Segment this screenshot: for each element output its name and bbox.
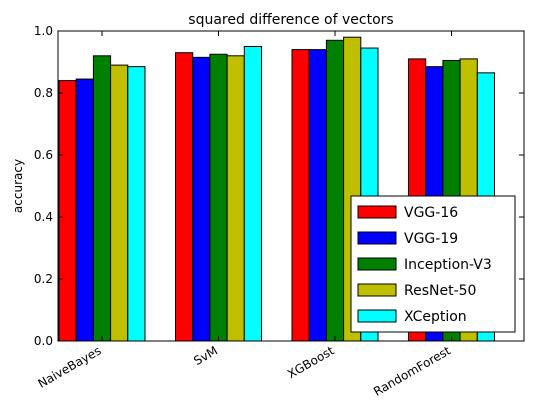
y-tick-label: 1.0 xyxy=(34,24,53,38)
legend-swatch xyxy=(357,205,397,219)
x-tick-label: XGBoost xyxy=(285,343,337,381)
y-tick-label: 0.2 xyxy=(34,272,53,286)
legend: VGG-16 VGG-19 Inception-V3 ResNet-50 XCeptio… xyxy=(350,195,516,333)
bar-svm-xception xyxy=(243,46,263,342)
x-tick-label: RandomForest xyxy=(371,343,453,399)
y-tick-label: 0.6 xyxy=(34,148,53,162)
y-tick-label: 0.8 xyxy=(34,86,53,100)
bar-naivebayes-vgg-19 xyxy=(75,78,94,342)
y-tick-label: 0.0 xyxy=(34,334,53,348)
legend-label: Inception-V3 xyxy=(404,257,492,273)
bar-xgboost-vgg-19 xyxy=(308,49,327,342)
bar-naivebayes-vgg-16 xyxy=(58,80,77,342)
bar-svm-inception-v3 xyxy=(209,53,228,342)
bars-group xyxy=(58,36,495,342)
bar-xgboost-vgg-16 xyxy=(291,49,310,342)
y-axis-ticks: 0.0 0.2 0.4 0.6 0.8 1.0 xyxy=(34,24,524,348)
y-tick-label: 0.4 xyxy=(34,210,53,224)
legend-swatch xyxy=(357,283,397,297)
legend-label: ResNet-50 xyxy=(404,283,476,299)
bar-naivebayes-resnet-50 xyxy=(110,64,129,342)
legend-swatch xyxy=(357,257,397,271)
bar-xgboost-inception-v3 xyxy=(325,39,345,342)
bar-naivebayes-inception-v3 xyxy=(92,55,112,342)
bar-svm-resnet-50 xyxy=(226,55,245,342)
chart-title: squared difference of vectors xyxy=(188,12,393,28)
legend-label: VGG-16 xyxy=(404,205,458,221)
bar-naivebayes-xception xyxy=(127,66,146,342)
plot-frame xyxy=(57,30,525,342)
bar-svm-vgg-19 xyxy=(192,56,211,342)
bar-svm-vgg-16 xyxy=(175,52,194,342)
y-axis-label: accuracy xyxy=(11,159,25,213)
legend-swatch xyxy=(357,309,397,323)
x-tick-label: SvM xyxy=(191,343,220,368)
legend-swatch xyxy=(357,231,397,245)
legend-label: XCeption xyxy=(404,309,467,325)
legend-label: VGG-19 xyxy=(404,231,458,247)
x-tick-label: NaiveBayes xyxy=(35,343,103,390)
